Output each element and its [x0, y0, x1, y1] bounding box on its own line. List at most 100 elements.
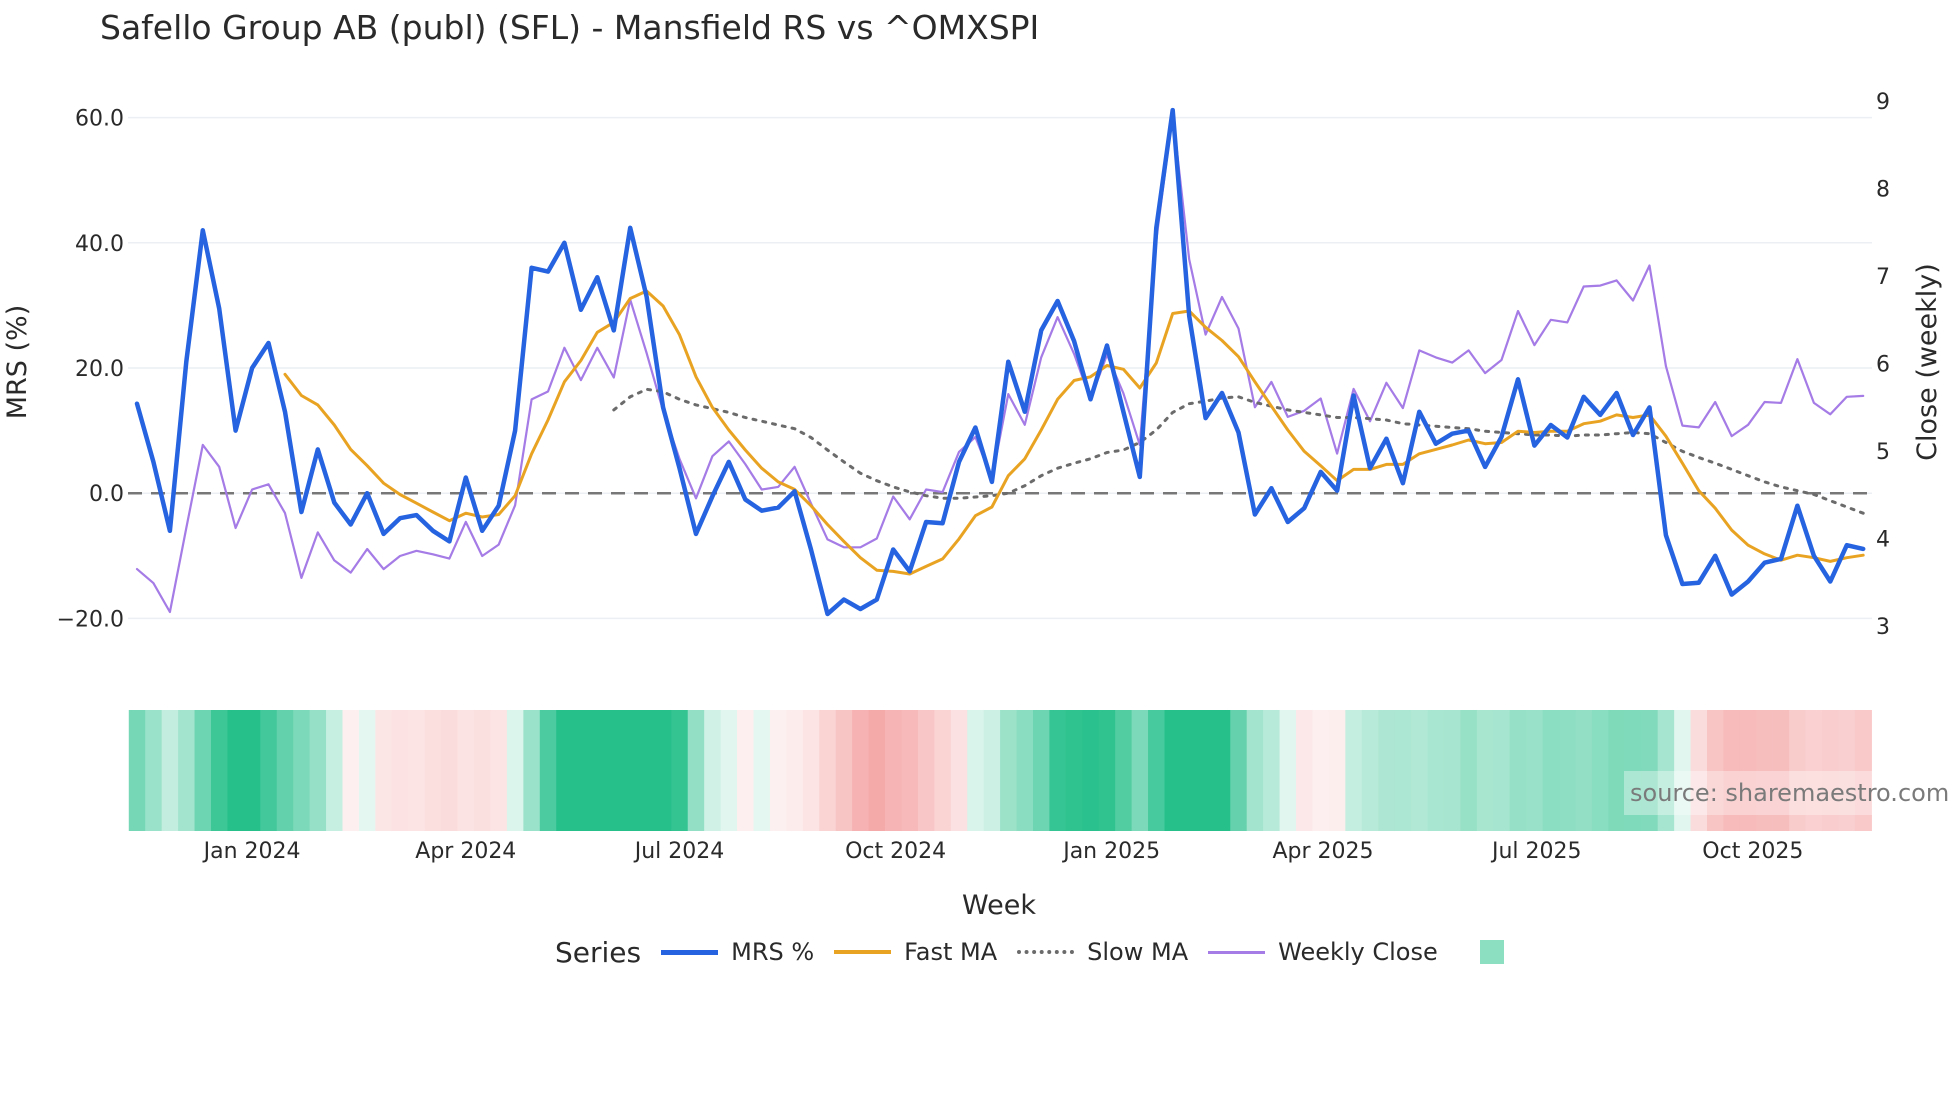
heatmap-cell [490, 710, 508, 831]
legend-item-weekly-close[interactable]: Weekly Close [1208, 938, 1438, 966]
heatmap-cell [687, 710, 705, 831]
heatmap-cell [210, 710, 228, 831]
heatmap-cell [556, 710, 574, 831]
heatmap-cell [1756, 710, 1774, 831]
y-tick-label: −20.0 [57, 607, 124, 632]
heatmap-cell [1509, 710, 1527, 831]
y2-tick-label: 4 [1876, 528, 1890, 553]
heatmap-cell [1098, 710, 1116, 831]
heatmap-cell [1032, 710, 1050, 831]
heatmap-cell [1427, 710, 1445, 831]
heatmap-cell [868, 710, 886, 831]
y2-tick-label: 6 [1876, 353, 1890, 378]
heatmap-cell [523, 710, 541, 831]
legend-label: Slow MA [1087, 938, 1189, 966]
heatmap-cell [1723, 710, 1741, 831]
heatmap-cell [342, 710, 360, 831]
heatmap-cell [1148, 710, 1165, 831]
heatmap-cell [1559, 710, 1576, 831]
source-watermark: source: sharemaestro.com [1624, 771, 1960, 815]
heatmap-cell [1772, 710, 1790, 831]
heatmap-cell [753, 710, 771, 831]
y2-tick-label: 7 [1876, 265, 1890, 290]
heatmap-cell [1854, 710, 1872, 831]
heatmap-cell [1197, 710, 1215, 831]
chart-title: Safello Group AB (publ) (SFL) - Mansfiel… [100, 8, 1040, 47]
heatmap-cell [572, 710, 590, 831]
series-line-mrs [134, 107, 1866, 617]
heatmap-cell [638, 710, 656, 831]
legend-item-fast-ma[interactable]: Fast MA [834, 938, 997, 966]
x-tick-label: Jan 2025 [1061, 839, 1160, 864]
heatmap-cell [1394, 710, 1412, 831]
heatmap-cell [737, 710, 754, 831]
legend-item-heatmap[interactable] [1458, 940, 1504, 964]
y-axis-title: MRS (%) [2, 305, 33, 420]
legend: Series MRS % Fast MA Slow MA Weekly Clos… [555, 932, 1524, 972]
heatmap-cell [424, 710, 442, 831]
heatmap-cell [1789, 710, 1807, 831]
heatmap-cell [1460, 710, 1478, 831]
x-tick-label: Oct 2024 [845, 839, 946, 864]
heatmap-cell [1674, 710, 1692, 831]
y-tick-label: 20.0 [75, 357, 124, 382]
legend-label: Fast MA [904, 938, 998, 966]
heatmap-cell [1312, 710, 1330, 831]
heatmap-cell [1608, 710, 1626, 831]
heatmap-cell [835, 710, 853, 831]
heatmap-cell [1164, 710, 1182, 831]
legend-item-mrs[interactable]: MRS % [661, 938, 814, 966]
heatmap-cell [375, 710, 393, 831]
gridlines [128, 116, 1872, 620]
heatmap-cell [704, 710, 722, 831]
y2-tick-label: 3 [1876, 615, 1890, 640]
heatmap-cell [1805, 710, 1823, 831]
heatmap-cell [967, 710, 985, 831]
heatmap-cell [1213, 710, 1231, 831]
heatmap-cell [1822, 710, 1840, 831]
legend-swatch-slow-ma [1017, 950, 1075, 954]
heatmap-cell [983, 710, 1001, 831]
x-tick-label: Jan 2024 [202, 839, 301, 864]
heatmap-cell [309, 710, 327, 831]
heatmap-cell [1246, 710, 1264, 831]
heatmap-cell [1131, 710, 1149, 831]
series-line-weekly-close [135, 112, 1865, 614]
heatmap-cell [539, 710, 557, 831]
heatmap-cell [1115, 710, 1133, 831]
heatmap-cell [145, 710, 163, 831]
heatmap-cell [1000, 710, 1018, 831]
heatmap-cell [293, 710, 311, 831]
heatmap-cell [128, 710, 146, 831]
heatmap-cell [161, 710, 179, 831]
heatmap-cell [243, 710, 261, 831]
heatmap-cell [474, 710, 491, 831]
legend-swatch-mrs [661, 949, 719, 955]
heatmap-cell [819, 710, 837, 831]
heatmap-cell [589, 710, 607, 831]
heatmap-cell [260, 710, 278, 831]
heatmap-cell [441, 710, 459, 831]
heatmap-cell [621, 710, 639, 831]
x-tick-label: Oct 2025 [1702, 839, 1803, 864]
heatmap-cell [1279, 710, 1297, 831]
x-tick-label: Jul 2025 [1490, 839, 1582, 864]
legend-item-slow-ma[interactable]: Slow MA [1017, 938, 1188, 966]
y-tick-label: 0.0 [89, 482, 124, 507]
heatmap-cell [1838, 710, 1856, 831]
series-line-fast-ma [283, 289, 1865, 576]
y2-axis-title: Close (weekly) [1912, 263, 1943, 461]
heatmap-cell [1624, 710, 1642, 831]
heatmap-cell [1411, 710, 1429, 831]
tick-labels: 60.0 40.0 20.0 0.0 −20.0 9 8 7 6 5 4 3 Jan 2024 Apr 2… [57, 90, 1890, 864]
series-lines [134, 107, 1866, 617]
heatmap-cell [506, 710, 524, 831]
heatmap-cell [950, 710, 968, 831]
legend-swatch-weekly-close [1208, 950, 1266, 954]
heatmap-cell [194, 710, 212, 831]
heatmap-cell [227, 710, 245, 831]
y2-tick-label: 8 [1876, 178, 1890, 203]
x-axis-title: Week [962, 890, 1036, 921]
heatmap-cell [654, 710, 672, 831]
legend-title: Series [555, 935, 642, 969]
